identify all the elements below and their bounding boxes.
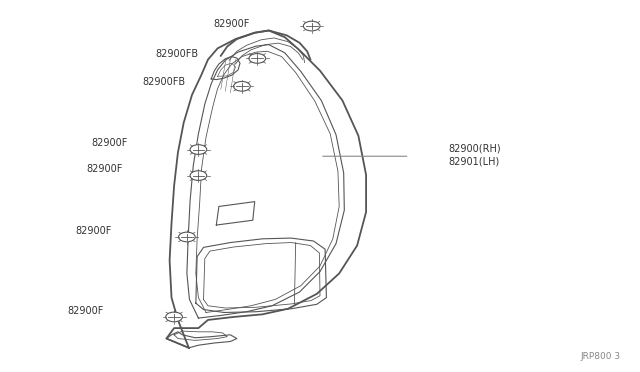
Text: 82900F: 82900F (92, 138, 128, 148)
Text: 82900F: 82900F (76, 226, 112, 235)
Circle shape (166, 312, 182, 322)
Text: 82900F: 82900F (67, 306, 104, 315)
Circle shape (234, 81, 250, 91)
Circle shape (249, 54, 266, 63)
Text: 82900FB: 82900FB (156, 49, 198, 59)
Text: JRP800 3: JRP800 3 (580, 352, 621, 361)
Text: 82900FB: 82900FB (143, 77, 186, 87)
Circle shape (190, 171, 207, 180)
Text: 82900(RH): 82900(RH) (448, 144, 500, 154)
Text: 82900F: 82900F (213, 19, 250, 29)
Text: 82901(LH): 82901(LH) (448, 157, 499, 167)
Text: 82900F: 82900F (86, 164, 123, 174)
Circle shape (190, 145, 207, 154)
Circle shape (303, 21, 320, 31)
Circle shape (179, 232, 195, 242)
